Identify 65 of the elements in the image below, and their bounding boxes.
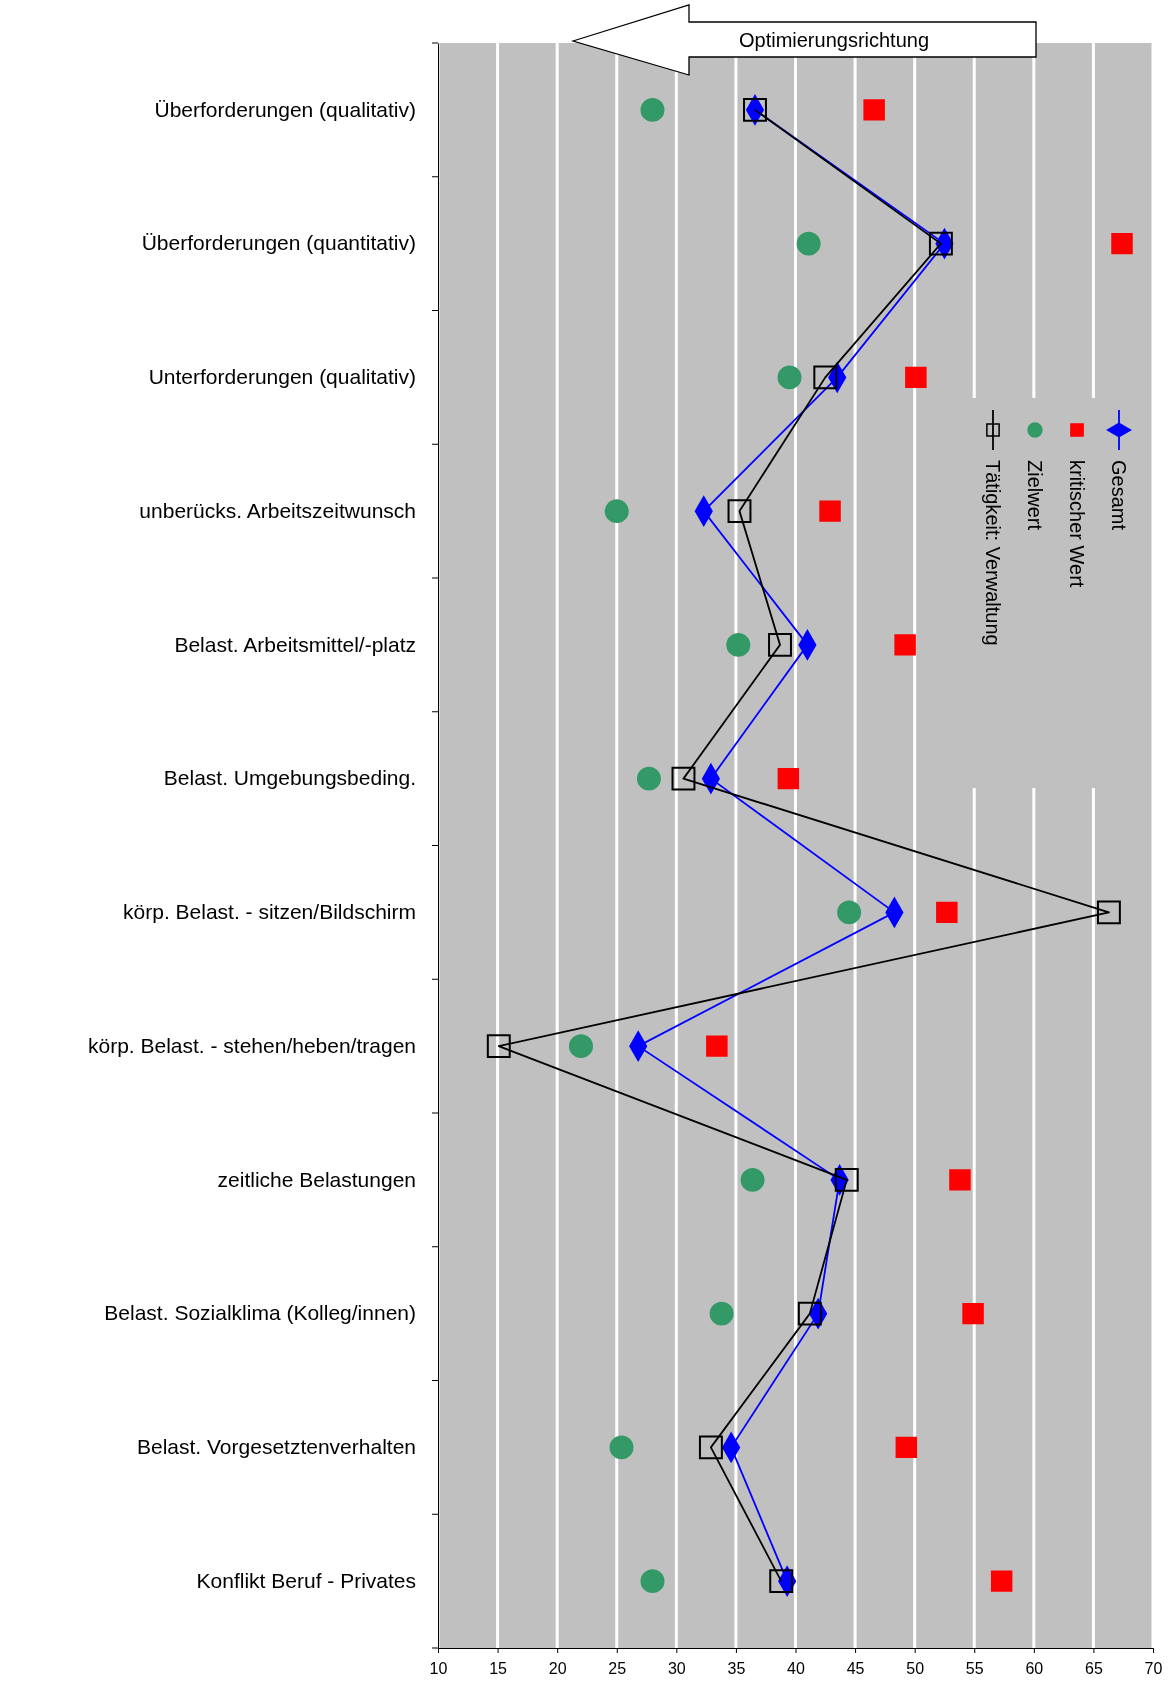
y-tick-label: körp. Belast. - sitzen/Bildschirm: [123, 900, 416, 924]
point: [796, 231, 821, 256]
y-tick-label: unberücks. Arbeitszeitwunsch: [139, 498, 416, 522]
point: [698, 1435, 723, 1460]
point: [604, 499, 629, 524]
point: [740, 1167, 765, 1192]
point: [863, 99, 885, 121]
x-tick-label: 30: [667, 1659, 686, 1677]
point: [990, 1570, 1013, 1592]
point: [726, 632, 751, 657]
point: [797, 1301, 822, 1326]
point: [569, 1034, 593, 1059]
point: [769, 1569, 794, 1594]
point: [834, 1167, 859, 1192]
point: [640, 97, 665, 122]
point: [671, 766, 696, 791]
point: [837, 900, 862, 925]
legend-label: Tätigkeit: Verwaltung: [982, 460, 1004, 646]
point: [777, 365, 802, 390]
point: [777, 767, 800, 790]
y-tick-label: Belast. Sozialklima (Kolleg/innen): [104, 1301, 416, 1325]
x-tick-label: 25: [608, 1659, 627, 1677]
point: [727, 499, 752, 524]
annotation: Optimierungsrichtung: [738, 29, 930, 51]
y-tick-label: Belast. Arbeitsmittel/-platz: [174, 632, 416, 656]
point: [813, 365, 838, 390]
point: [962, 1302, 984, 1325]
point: [1111, 232, 1133, 255]
y-tick-label: zeitliche Belastungen: [217, 1167, 416, 1191]
y-tick-label: Unterforderungen (qualitativ): [148, 365, 416, 389]
point: [895, 1436, 918, 1459]
point: [768, 632, 792, 657]
y-tick-label: Überforderungen (quantitativ): [141, 231, 416, 255]
y-tick-label: Überforderungen (qualitativ): [154, 97, 416, 121]
point: [636, 766, 661, 791]
point: [894, 634, 916, 656]
y-tick-label: Belast. Vorgesetztenverhalten: [136, 1435, 416, 1459]
point: [706, 1035, 728, 1057]
point: [486, 1034, 511, 1059]
point: [609, 1435, 634, 1460]
point: [949, 1169, 971, 1191]
legend-label: kritischer Wert: [1066, 460, 1088, 588]
point: [1096, 900, 1121, 925]
x-tick-label: 35: [727, 1659, 746, 1677]
x-tick-label: 65: [1085, 1659, 1103, 1677]
point: [928, 231, 953, 256]
point: [905, 366, 927, 389]
legend-label: Gesamt: [1108, 460, 1130, 531]
y-tick-label: Konflikt Beruf - Privates: [196, 1568, 416, 1592]
x-tick-label: 15: [489, 1659, 508, 1677]
x-tick-label: 10: [429, 1659, 448, 1677]
point: [936, 901, 958, 924]
legend-label: Zielwert: [1024, 460, 1046, 531]
y-tick-label: körp. Belast. - stehen/heben/tragen: [87, 1033, 416, 1057]
x-tick-label: 60: [1025, 1659, 1044, 1677]
x-tick-label: 45: [846, 1659, 865, 1677]
y-tick-label: Belast. Umgebungsbeding.: [163, 766, 416, 790]
point: [640, 1569, 665, 1594]
point: [819, 500, 841, 522]
x-tick-label: 55: [965, 1659, 984, 1677]
point: [709, 1301, 734, 1326]
x-tick-label: 20: [548, 1659, 567, 1677]
x-tick-label: 50: [906, 1659, 925, 1677]
x-tick-label: 70: [1144, 1659, 1163, 1677]
x-tick-label: 40: [787, 1659, 805, 1677]
